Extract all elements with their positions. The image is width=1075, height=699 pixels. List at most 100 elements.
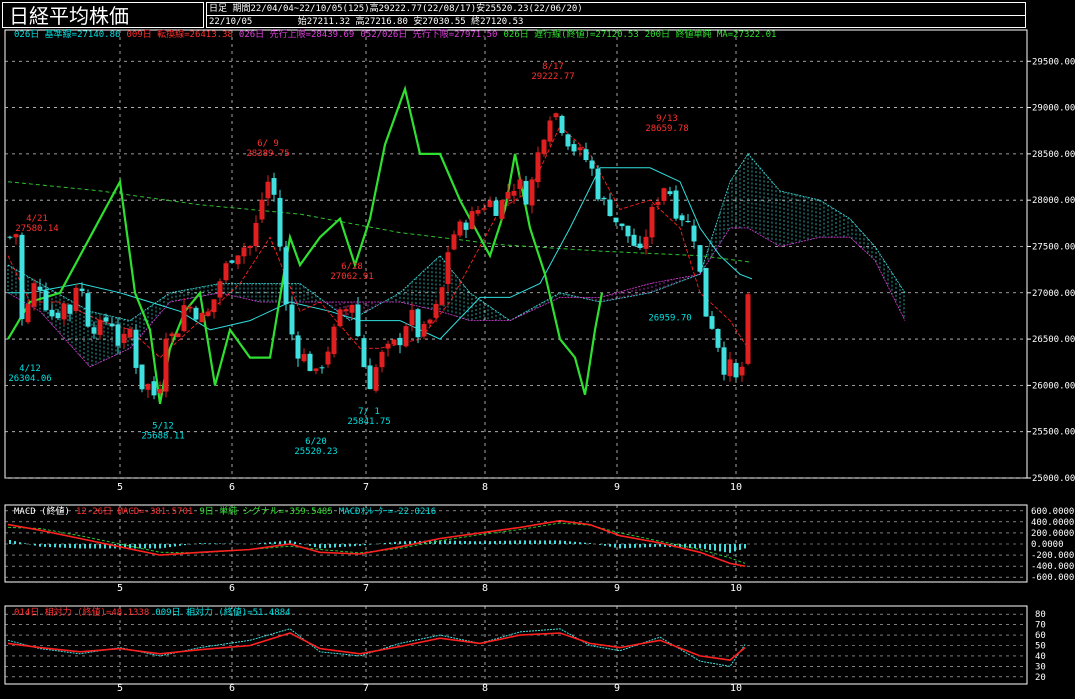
macd-tick-label: 600.0000 — [1031, 507, 1074, 517]
candle-body — [289, 304, 295, 335]
candle-body — [607, 199, 613, 217]
candle-body — [577, 147, 583, 151]
candle-body — [667, 191, 673, 195]
date-label: 22/10/05 — [209, 17, 253, 27]
chart-info-header: 日足 期間22/04/04~22/10/05(125)高29222.77(22/… — [206, 2, 1026, 28]
month-label: 10 — [730, 583, 742, 594]
rsi-tick-label: 20 — [1035, 673, 1046, 683]
legend_main-1: 009日 転換線=26413.38 — [126, 30, 233, 40]
price-tick-label: 29500.00 — [1032, 57, 1075, 67]
candle-body — [505, 192, 511, 199]
candle-body — [223, 263, 229, 281]
month-label: 7 — [363, 683, 369, 694]
candle-body — [97, 319, 103, 335]
legend_rsi-1: 009日 相対力 (終値)=51.4884 — [155, 608, 291, 618]
annotation-date: 8/17 — [542, 62, 564, 72]
macd-tick-label: -400.0000 — [1031, 562, 1075, 572]
candle-body — [343, 309, 349, 312]
candle-body — [157, 388, 163, 394]
candle-body — [271, 178, 277, 195]
macd-tick-label: 200.0000 — [1031, 529, 1074, 539]
candle-body — [277, 197, 283, 247]
price-tick-label: 25000.00 — [1032, 474, 1075, 484]
rsi-tick-label: 70 — [1035, 621, 1046, 631]
candle-body — [187, 306, 193, 309]
candle-body — [517, 179, 523, 190]
candle-body — [721, 347, 727, 375]
candle-body — [241, 247, 247, 257]
candle-body — [583, 149, 589, 161]
month-label: 5 — [117, 583, 123, 594]
candle-body — [61, 303, 67, 320]
legend_macd-2: 9日 単純 シグナル=-359.5485 — [199, 507, 333, 517]
candle-body — [49, 309, 55, 317]
candle-body — [685, 221, 691, 223]
candle-body — [295, 335, 301, 359]
candle-body — [169, 333, 175, 336]
legend_main-5: 200日 終値単純 MA=27322.01 — [644, 30, 777, 40]
candle-body — [265, 181, 271, 199]
candle-body — [535, 152, 541, 183]
candle-body — [451, 234, 457, 250]
candle-body — [511, 190, 517, 196]
macd-tick-label: -600.0000 — [1031, 573, 1075, 583]
candle-body — [43, 290, 49, 311]
candle-body — [355, 304, 361, 337]
candle-body — [139, 364, 145, 390]
candle-body — [313, 368, 319, 371]
month-label: 5 — [117, 683, 123, 694]
candle-body — [625, 225, 631, 237]
candle-body — [109, 323, 115, 327]
candle-body — [409, 309, 415, 326]
macd-legend: MACD (終値) 12-26日 MACD=-381.5701 9日 単純 シグナル… — [14, 507, 442, 518]
candle-body — [193, 307, 199, 320]
candle-body — [631, 234, 637, 246]
candle-body — [739, 366, 745, 376]
candle-body — [145, 383, 151, 390]
candle-body — [115, 324, 121, 346]
candle-body — [229, 260, 235, 263]
annotation-value: 28389.75 — [246, 149, 289, 159]
candle-body — [595, 168, 601, 200]
chart-title: 日経平均株価 — [2, 2, 204, 28]
candle-body — [175, 333, 181, 338]
month-label: 8 — [482, 482, 488, 493]
price-tick-label: 28000.00 — [1032, 196, 1075, 206]
annotation-value: 29222.77 — [531, 72, 574, 82]
annotation-date: 4/21 — [26, 214, 48, 224]
candle-body — [211, 299, 217, 313]
candle-body — [85, 293, 91, 327]
month-label: 9 — [614, 583, 620, 594]
candle-body — [679, 215, 685, 221]
candle-body — [541, 139, 547, 155]
macd-tick-label: -200.0000 — [1031, 551, 1075, 561]
annotation-value: 27580.14 — [15, 224, 58, 234]
price-tick-label: 25500.00 — [1032, 428, 1075, 438]
candle-body — [571, 144, 577, 152]
candle-body — [373, 367, 379, 391]
candle-body — [217, 281, 223, 298]
candle-body — [7, 236, 13, 238]
candle-body — [121, 333, 127, 344]
price-tick-label: 27000.00 — [1032, 289, 1075, 299]
annotation-date: 9/13 — [656, 114, 678, 124]
candle-body — [469, 211, 475, 230]
legend_main-4: 026日 遅行線(終値)=27120.53 — [503, 30, 639, 40]
rsi-tick-label: 30 — [1035, 662, 1046, 672]
candle-body — [565, 134, 571, 147]
period-label: 期間22/04/04~22/10/05(125)高29222.77(22/08/… — [232, 4, 583, 14]
candle-body — [301, 354, 307, 362]
candle-body — [553, 113, 559, 118]
candle-body — [385, 343, 391, 349]
candle-body — [463, 222, 469, 230]
month-label: 9 — [614, 683, 620, 694]
candle-body — [151, 381, 157, 396]
candle-body — [37, 286, 43, 291]
tenkan-line — [7, 125, 749, 359]
candle-body — [379, 351, 385, 368]
candle-body — [361, 338, 367, 368]
annotation-date: 7/ 1 — [358, 407, 380, 417]
rsi14-line — [7, 632, 746, 661]
candle-body — [421, 323, 427, 337]
